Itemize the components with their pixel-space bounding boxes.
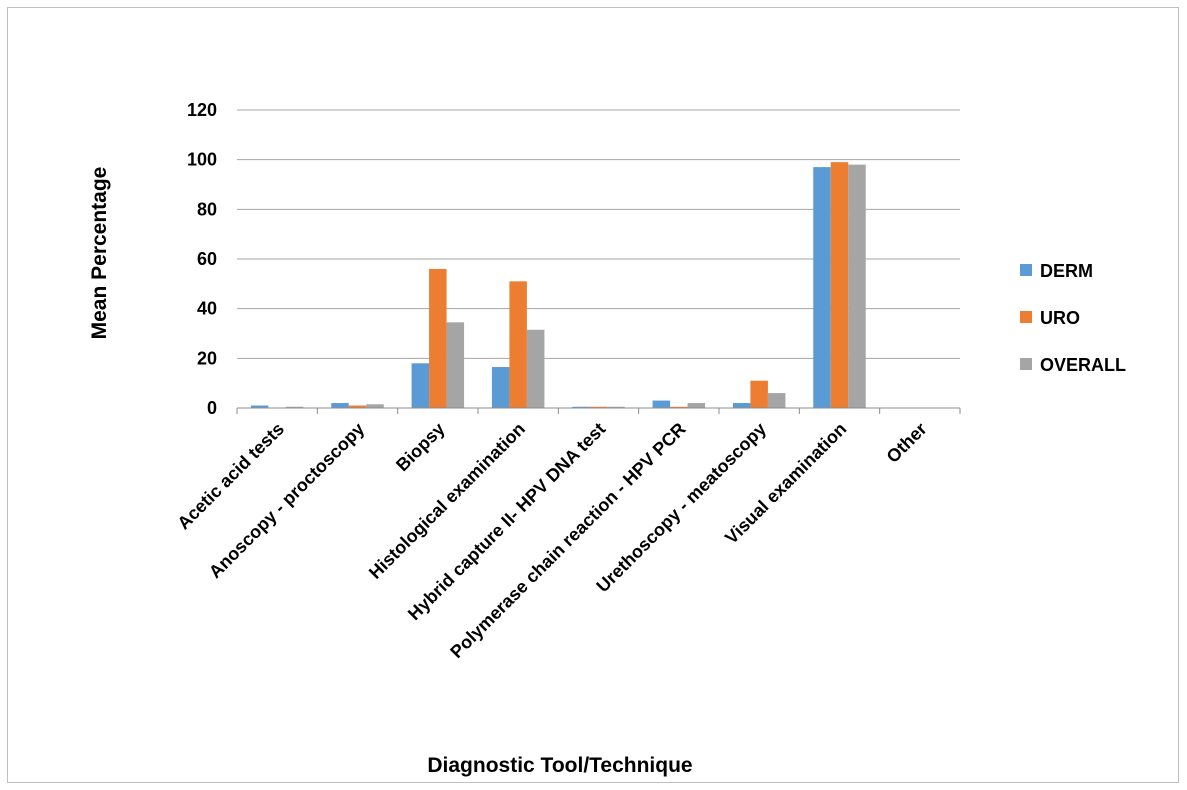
bars xyxy=(250,162,866,408)
bar-uro xyxy=(670,406,688,408)
bar-uro xyxy=(589,406,608,408)
bar-overall xyxy=(446,322,465,408)
legend-label-overall: OVERALL xyxy=(1040,355,1126,375)
y-axis-title: Mean Percentage xyxy=(88,167,111,340)
legend-label-derm: DERM xyxy=(1040,261,1093,281)
bar-uro xyxy=(750,380,768,408)
x-tick-label: Histological examination xyxy=(365,419,529,583)
legend-swatch-derm xyxy=(1020,264,1032,276)
bar-uro xyxy=(509,281,527,408)
y-tick-label: 0 xyxy=(207,398,217,418)
bar-derm xyxy=(411,363,430,408)
legend-swatch-uro xyxy=(1020,311,1032,323)
bar-overall xyxy=(607,406,625,408)
axes xyxy=(236,407,961,414)
y-tick-label: 80 xyxy=(197,199,217,219)
bar-derm xyxy=(250,405,269,408)
bar-overall xyxy=(366,404,384,408)
bar-derm xyxy=(732,403,751,408)
bar-overall xyxy=(687,403,706,408)
bar-derm xyxy=(331,403,349,408)
y-tick-label: 60 xyxy=(197,249,217,269)
bar-derm xyxy=(491,367,510,408)
bar-uro xyxy=(348,405,367,408)
x-tick-label: Anoscopy - proctoscopy xyxy=(205,419,368,582)
y-tick-labels: 0 20 40 60 80 100 120 xyxy=(187,100,217,418)
y-tick-label: 120 xyxy=(187,100,217,120)
x-tick-label: Other xyxy=(883,419,931,467)
y-tick-label: 20 xyxy=(197,348,217,368)
bar-derm xyxy=(813,167,831,408)
x-axis-title: Diagnostic Tool/Technique xyxy=(427,754,692,777)
x-tick-label: Urethoscopy - meatoscopy xyxy=(592,419,770,597)
bar-overall xyxy=(848,164,866,408)
legend-swatch-overall xyxy=(1020,358,1032,370)
bar-overall xyxy=(767,393,786,408)
y-tick-label: 100 xyxy=(187,150,217,170)
bar-derm xyxy=(652,400,671,408)
bar-overall xyxy=(526,329,545,408)
bar-uro xyxy=(429,268,447,408)
bar-overall xyxy=(285,406,304,408)
legend-label-uro: URO xyxy=(1040,308,1080,328)
bar-uro xyxy=(830,162,849,408)
chart-frame xyxy=(7,7,1179,783)
x-tick-label: Biopsy xyxy=(392,419,449,476)
legend: DERM URO OVERALL xyxy=(1020,261,1126,375)
y-tick-label: 40 xyxy=(197,299,217,319)
bar-derm xyxy=(572,406,590,408)
